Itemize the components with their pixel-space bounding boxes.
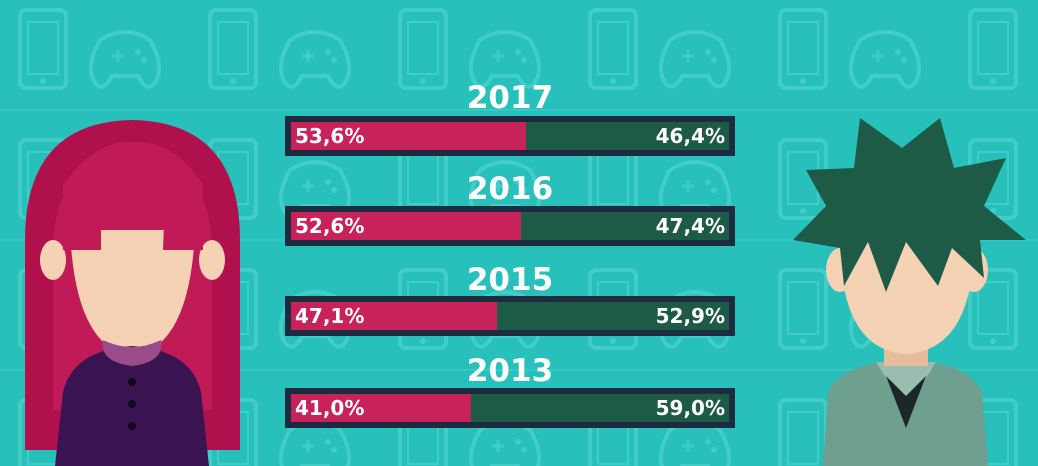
bar-segment-female xyxy=(291,302,498,330)
data-label-female: 53,6% xyxy=(295,124,365,148)
boy-avatar-icon xyxy=(793,118,1026,466)
year-label: 2017 xyxy=(466,80,554,116)
year-label: 2013 xyxy=(466,353,554,389)
bar-row: 47,1% 52,9% xyxy=(285,296,735,336)
data-label-male: 47,4% xyxy=(655,214,725,238)
bar-segment-female xyxy=(291,212,522,240)
data-label-female: 47,1% xyxy=(295,304,365,328)
bar-track: 53,6% 46,4% xyxy=(291,122,729,150)
bar-segment-male xyxy=(497,302,729,330)
bar-row: 53,6% 46,4% xyxy=(285,116,735,156)
bar-segment-female xyxy=(291,394,471,422)
data-label-female: 41,0% xyxy=(295,396,365,420)
data-label-female: 52,6% xyxy=(295,214,365,238)
bar-track: 47,1% 52,9% xyxy=(291,302,729,330)
bar-segment-male xyxy=(470,394,729,422)
data-label-male: 52,9% xyxy=(655,304,725,328)
year-label: 2016 xyxy=(466,171,554,207)
bar-track: 52,6% 47,4% xyxy=(291,212,729,240)
bar-row: 41,0% 59,0% xyxy=(285,388,735,428)
girl-avatar-icon xyxy=(25,120,240,466)
bar-track: 41,0% 59,0% xyxy=(291,394,729,422)
bar-segment-male xyxy=(525,122,729,150)
data-label-male: 59,0% xyxy=(655,396,725,420)
year-label: 2015 xyxy=(466,262,554,298)
bar-segment-male xyxy=(521,212,729,240)
bar-segment-female xyxy=(291,122,526,150)
data-label-male: 46,4% xyxy=(655,124,725,148)
bar-row: 52,6% 47,4% xyxy=(285,206,735,246)
